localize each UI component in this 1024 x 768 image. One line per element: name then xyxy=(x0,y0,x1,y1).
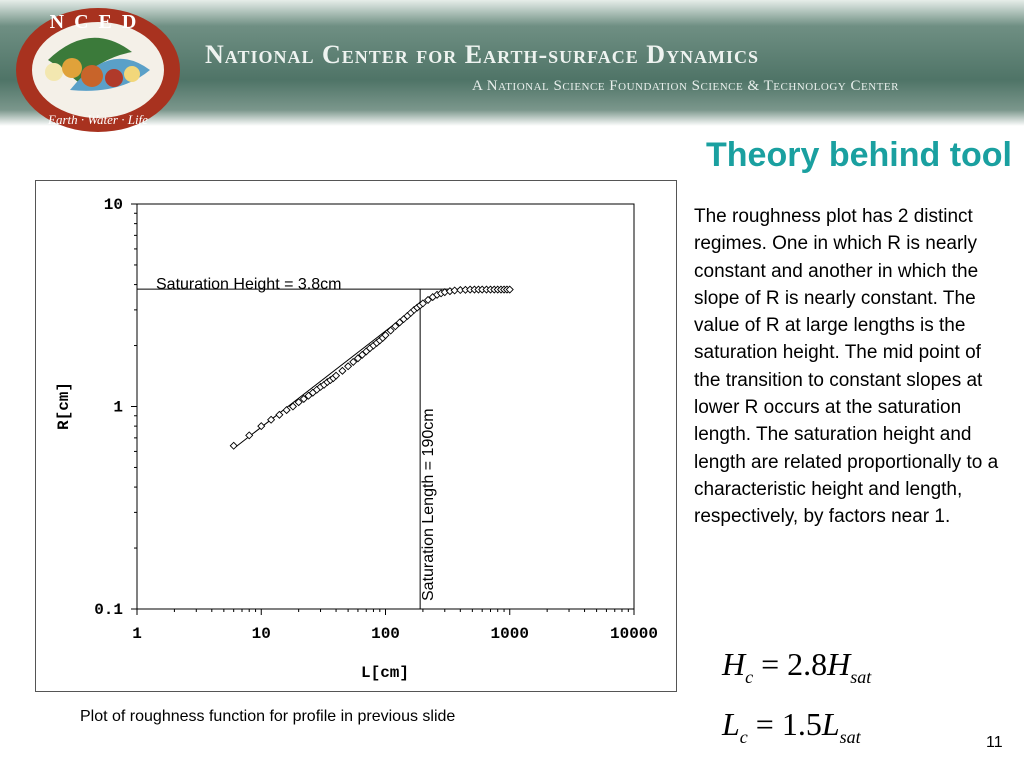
plot-area xyxy=(136,203,635,610)
y-tick-label: 0.1 xyxy=(94,601,123,619)
x-tick-label: 1 xyxy=(132,625,142,643)
data-point xyxy=(288,402,298,411)
y-tick-label: 10 xyxy=(104,196,123,214)
x-tick-label: 10000 xyxy=(610,625,658,643)
data-point xyxy=(299,394,308,403)
saturation-length-label: Saturation Length = 190cm xyxy=(420,408,437,601)
nced-logo: NCED Earth · Water · Life xyxy=(16,8,180,132)
data-point xyxy=(353,354,362,363)
x-tick-label: 100 xyxy=(371,625,400,643)
eq1-lhs-sub: c xyxy=(745,667,754,687)
data-point xyxy=(418,299,427,308)
data-point xyxy=(338,366,347,375)
data-point xyxy=(349,357,358,366)
org-subtitle: A National Science Foundation Science & … xyxy=(472,78,899,94)
chart-svg: 1 10 100 1000 10000 0.1 1 10 Saturation Height … xyxy=(55,196,658,682)
roughness-chart: 1 10 100 1000 10000 0.1 1 10 Saturation Height … xyxy=(35,180,677,692)
slide-title: Theory behind tool xyxy=(706,136,1012,174)
data-point xyxy=(229,441,238,450)
y-tick-label: 1 xyxy=(113,399,123,417)
eq1-op: = xyxy=(761,646,780,682)
eq2-rhs-sub: sat xyxy=(839,727,861,747)
data-point xyxy=(245,431,254,440)
x-axis-label: L[cm] xyxy=(361,664,409,682)
data-point xyxy=(386,326,395,335)
data-point xyxy=(275,410,284,419)
eq2-op: = xyxy=(755,706,774,742)
data-point xyxy=(424,295,433,304)
data-point xyxy=(294,398,303,407)
x-tick-label: 1000 xyxy=(491,625,529,643)
eq2-rhs: L xyxy=(821,706,840,742)
eq1-rhs: H xyxy=(827,646,851,682)
chart-caption: Plot of roughness function for profile i… xyxy=(80,708,456,725)
eq2-lhs-sub: c xyxy=(739,727,748,747)
data-point xyxy=(257,422,266,431)
logo-bottom-text: Earth · Water · Life xyxy=(47,112,148,127)
eq1-rhs-sub: sat xyxy=(850,667,872,687)
eq1-coef: 2.8 xyxy=(787,646,828,682)
y-axis-label: R[cm] xyxy=(55,382,73,430)
data-point xyxy=(282,406,291,415)
data-point xyxy=(267,415,276,424)
eq1-lhs: H xyxy=(722,646,746,682)
data-point xyxy=(505,285,514,294)
equation-lc: Lc = 1.5Lsat xyxy=(722,706,861,748)
explanation-text: The roughness plot has 2 distinct regime… xyxy=(694,206,999,528)
data-point xyxy=(332,371,341,380)
equation-hc: Hc = 2.8Hsat xyxy=(722,646,871,688)
logo-top-text: NCED xyxy=(50,11,147,33)
data-point xyxy=(381,331,390,340)
x-tick-label: 10 xyxy=(252,625,271,643)
header-banner: NCED Earth · Water · Life National Cente… xyxy=(0,0,1024,132)
org-name: National Center for Earth-surface Dynami… xyxy=(205,40,760,69)
eq2-coef: 1.5 xyxy=(781,706,822,742)
eq2-lhs: L xyxy=(722,706,740,742)
saturation-height-label: Saturation Height = 3.8cm xyxy=(156,276,341,293)
data-point xyxy=(450,286,459,295)
data-point xyxy=(344,362,353,371)
page-number: 11 xyxy=(986,734,1003,751)
data-point xyxy=(391,322,400,331)
